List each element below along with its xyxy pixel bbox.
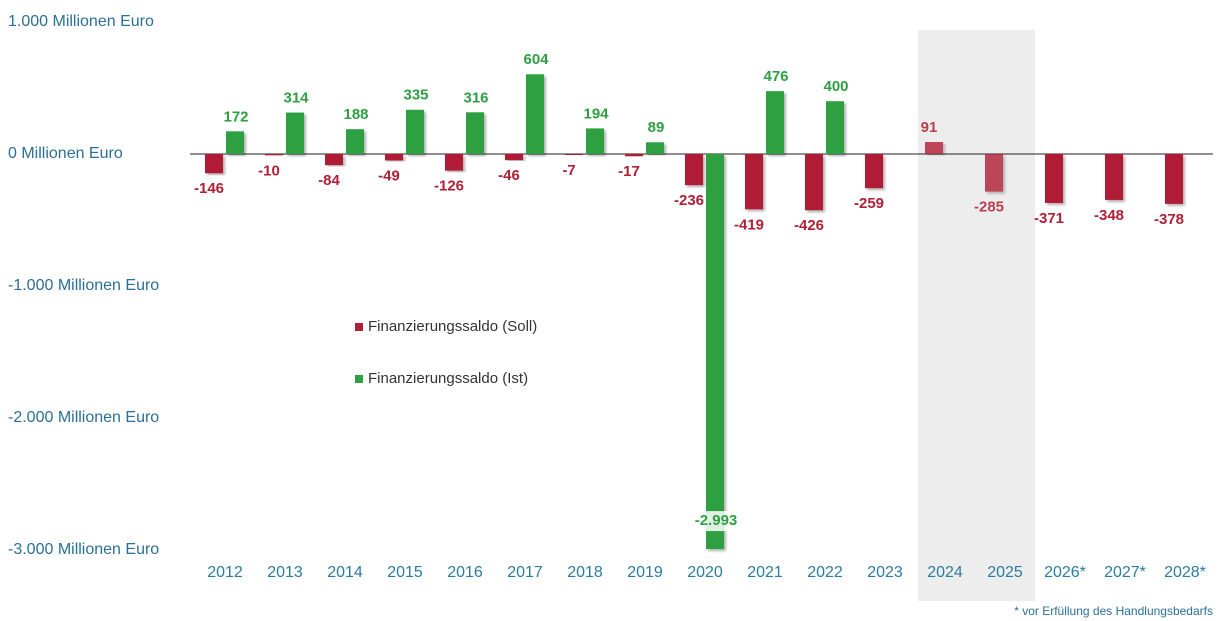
bar	[805, 154, 823, 211]
x-tick-label: 2027*	[1104, 564, 1146, 581]
value-label: 400	[823, 78, 848, 95]
bar	[406, 109, 424, 154]
bar	[646, 142, 664, 154]
value-label: -49	[378, 167, 400, 184]
y-tick-label: 0 Millionen Euro	[8, 145, 123, 162]
x-tick-label: 2016	[447, 564, 483, 581]
value-label: 604	[523, 51, 549, 68]
x-tick-label: 2022	[807, 564, 843, 581]
x-tick-label: 2012	[207, 564, 243, 581]
value-label: -146	[194, 180, 224, 197]
y-tick-label: 1.000 Millionen Euro	[8, 13, 154, 30]
bar	[766, 91, 784, 154]
footnote: * vor Erfüllung des Handlungsbedarfs	[1014, 604, 1213, 618]
x-tick-label: 2023	[867, 564, 903, 581]
value-label: 316	[463, 89, 488, 106]
x-tick-label: 2024	[927, 564, 963, 581]
bar	[925, 141, 943, 154]
bar	[385, 154, 403, 161]
value-label: -378	[1154, 211, 1184, 228]
bar	[586, 128, 604, 154]
x-tick-label: 2028*	[1164, 564, 1206, 581]
bar	[985, 154, 1003, 192]
value-label: -46	[498, 167, 520, 184]
x-tick-label: 2018	[567, 564, 603, 581]
bar	[1045, 154, 1063, 203]
label-bg	[688, 511, 744, 532]
x-tick-label: 2025	[987, 564, 1023, 581]
bar	[445, 154, 463, 171]
value-label: -371	[1034, 210, 1064, 227]
legend-label: Finanzierungssaldo (Ist)	[368, 370, 528, 387]
value-label: -285	[974, 199, 1004, 216]
value-label: -7	[562, 162, 575, 179]
value-label: 188	[343, 106, 368, 123]
value-label: -84	[318, 172, 340, 189]
y-tick-label: -1.000 Millionen Euro	[8, 277, 159, 294]
value-label: 194	[583, 105, 609, 122]
legend-label: Finanzierungssaldo (Soll)	[368, 318, 537, 335]
bar	[346, 129, 364, 154]
value-label: -259	[854, 195, 884, 212]
value-label: 314	[283, 90, 309, 107]
bar	[1165, 154, 1183, 204]
value-label: 91	[921, 119, 938, 136]
bar	[1105, 154, 1123, 200]
value-label: 172	[223, 108, 248, 125]
bar	[325, 154, 343, 166]
value-label: -10	[258, 162, 280, 179]
bar	[565, 154, 583, 155]
legend-swatch	[355, 323, 363, 331]
bar	[226, 131, 244, 154]
y-tick-label: -2.000 Millionen Euro	[8, 409, 159, 426]
bar	[286, 112, 304, 154]
bar	[745, 154, 763, 210]
x-tick-label: 2026*	[1044, 564, 1086, 581]
value-label: -419	[734, 216, 764, 233]
y-tick-label: -3.000 Millionen Euro	[8, 541, 159, 558]
value-label: 335	[403, 87, 428, 104]
value-label: -17	[618, 163, 640, 180]
bar	[505, 154, 523, 161]
value-label: -426	[794, 217, 824, 234]
x-tick-label: 2015	[387, 564, 423, 581]
value-label: 476	[763, 68, 788, 85]
value-label: -126	[434, 178, 464, 195]
value-label: -236	[674, 192, 704, 209]
bar	[826, 101, 844, 154]
bar	[685, 154, 703, 186]
value-label: -2.993	[695, 512, 738, 529]
value-label: -348	[1094, 207, 1124, 224]
bar	[265, 154, 283, 156]
x-tick-label: 2014	[327, 564, 363, 581]
forecast-shade	[918, 30, 1035, 601]
x-tick-label: 2020	[687, 564, 723, 581]
x-tick-label: 2019	[627, 564, 663, 581]
bar	[625, 154, 643, 157]
bar	[526, 74, 544, 154]
value-label: 89	[648, 119, 665, 136]
x-tick-label: 2021	[747, 564, 783, 581]
bar	[466, 112, 484, 154]
bar	[205, 154, 223, 174]
legend-swatch	[355, 375, 363, 383]
bar	[706, 154, 724, 550]
x-tick-label: 2017	[507, 564, 543, 581]
x-tick-label: 2013	[267, 564, 303, 581]
bar	[865, 154, 883, 189]
